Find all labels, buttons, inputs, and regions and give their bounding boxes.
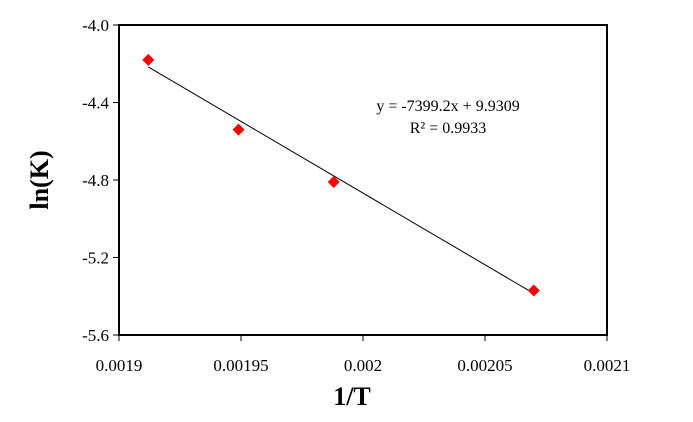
trendline	[148, 66, 535, 294]
x-axis-title: 1/T	[333, 382, 371, 411]
x-tick-label: 0.0021	[584, 356, 631, 375]
y-axis-ticks: -4.0 -4.4 -4.8 -5.2 -5.6	[82, 16, 119, 345]
x-tick-label: 0.00195	[213, 356, 268, 375]
data-point	[527, 284, 540, 297]
trendline-group	[148, 66, 535, 294]
x-tick-label: 0.00205	[457, 356, 512, 375]
y-tick-label: -5.2	[82, 249, 109, 268]
data-point	[327, 175, 340, 188]
data-point	[142, 53, 155, 66]
y-tick-label: -5.6	[82, 326, 109, 345]
trendline-equation: y = -7399.2x + 9.9309	[376, 98, 519, 115]
y-tick-label: -4.4	[82, 94, 109, 113]
x-tick-label: 0.002	[344, 356, 382, 375]
trendline-r-squared: R² = 0.9933	[410, 120, 487, 137]
data-points	[142, 53, 540, 297]
x-axis-ticks: 0.0019 0.00195 0.002 0.00205 0.0021	[96, 335, 631, 375]
data-point	[232, 123, 245, 136]
x-tick-label: 0.0019	[96, 356, 143, 375]
y-axis-title: ln(K)	[25, 150, 54, 209]
y-tick-label: -4.8	[82, 171, 109, 190]
y-tick-label: -4.0	[82, 16, 109, 35]
plot-area	[118, 24, 608, 336]
